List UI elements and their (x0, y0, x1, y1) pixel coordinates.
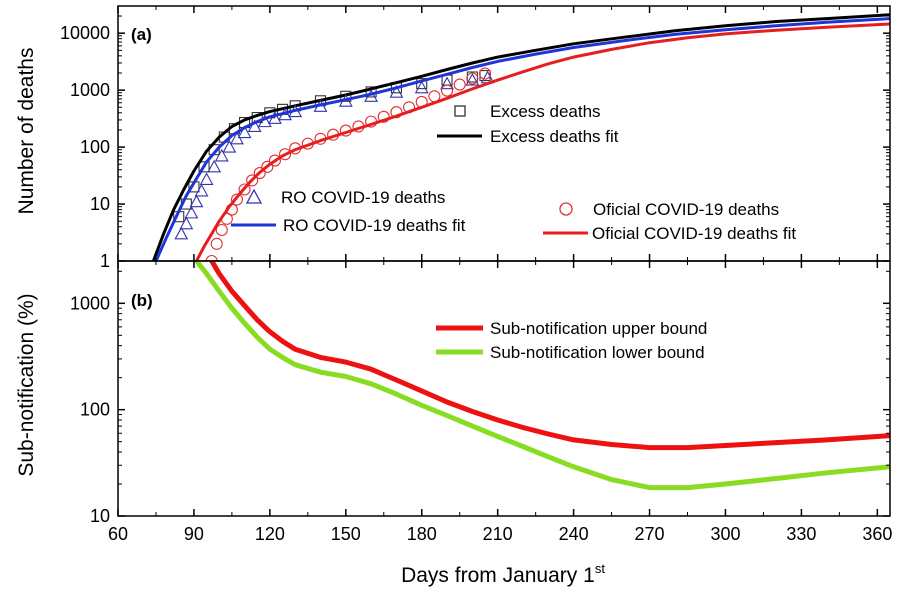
panel-a-series-2-point (199, 172, 214, 186)
panel-b-frame (117, 260, 891, 517)
panel-a-series-2-point (174, 226, 189, 240)
panel-a-series-4-point (261, 160, 274, 173)
panel-b-series-1-line (194, 261, 890, 491)
x-tick-label: 180 (407, 524, 437, 544)
panel-a-series-4-point (390, 106, 403, 119)
panel-b: 10 100 1000 60 90 120 150 180 210 240 270 300 330 360 (70, 260, 892, 544)
panel-b-y-tick-label: 10 (90, 506, 110, 526)
panel-a-series-4-point (478, 67, 492, 80)
panel-a-series-4-point (377, 110, 390, 123)
x-tick-label: 360 (862, 524, 892, 544)
legend-label-lower-bound: Sub-notification lower bound (490, 343, 705, 362)
legend-panel-b: Sub-notification upper bound Sub-notific… (436, 319, 707, 362)
panel-a-series-2-point (189, 194, 204, 208)
panel-a-series-4-point (279, 148, 292, 161)
panel-a-y-tick-label: 1 (100, 251, 110, 271)
x-tick-label: 150 (331, 524, 361, 544)
x-tick-label: 90 (184, 524, 204, 544)
legend-swatch-ro-covid-deaths (245, 188, 263, 204)
panel-a-series-4-point (453, 78, 466, 91)
panel-a-series-4-point (253, 167, 266, 180)
legend-label-excess-deaths: Excess deaths (490, 102, 601, 121)
legend-label-excess-deaths-fit: Excess deaths fit (490, 127, 619, 146)
panel-a-y-tick-label: 10000 (60, 23, 110, 43)
panel-a-y-tick-label: 100 (80, 137, 110, 157)
panel-a-y-tick-label: 10 (90, 194, 110, 214)
x-tick-label: 300 (710, 524, 740, 544)
panel-a-series-3-line (154, 17, 890, 261)
legend-label-oficial-covid-deaths: Oficial COVID-19 deaths (593, 200, 779, 219)
panel-a-series-4-point (210, 237, 223, 250)
panel-a-series-0-point (198, 161, 210, 173)
panel-a-series-4-point (246, 174, 259, 187)
panel-a-series-2-point (247, 119, 262, 133)
x-tick-label: 270 (635, 524, 665, 544)
legend-swatch-oficial-covid-deaths (559, 202, 573, 216)
legend-label-upper-bound: Sub-notification upper bound (490, 319, 707, 338)
panel-a-series-2-point (414, 80, 429, 94)
x-tick-label: 330 (786, 524, 816, 544)
x-axis-title: Days from January 1st (401, 561, 605, 587)
panel-a-series-5-line (195, 22, 890, 261)
panel-a-series-2-point (184, 205, 199, 219)
panel-a-series-2-point (179, 216, 194, 230)
panel-b-tag: (b) (131, 291, 153, 310)
panel-a-series-4-point (230, 193, 244, 206)
panel-a-series-2-point (194, 183, 209, 197)
panel-b-y-tick-label: 100 (80, 400, 110, 420)
panel-a-series-1-line (151, 13, 890, 261)
panel-a-series-2-point (389, 85, 404, 98)
panel-a-tag: (a) (131, 25, 152, 44)
panel-a-series-2-point (465, 72, 480, 86)
panel-b-series-0-line (209, 261, 890, 451)
panel-b-plot-area (194, 261, 890, 491)
x-axis-title-main: Days from January 1 (401, 564, 595, 587)
panel-a-series-4-point (205, 254, 218, 261)
panel-a-series-4-point (238, 183, 251, 196)
panel-a-series-2-point (230, 131, 244, 145)
panel-b-y-axis-title: Sub-notification (%) (15, 293, 38, 476)
legend-panel-a: Excess deaths Excess deaths fit RO COVID… (231, 102, 796, 243)
panel-a-series-2-point (214, 148, 229, 162)
panel-a-y-axis-title: Number of deaths (15, 48, 38, 215)
panel-a-series-4-point (466, 72, 479, 85)
legend-swatch-excess-deaths (454, 105, 466, 117)
x-axis-title-superscript: st (595, 561, 606, 576)
panel-a-series-2-point (440, 76, 454, 90)
panel-a-plot-area (151, 13, 890, 261)
x-tick-label: 60 (108, 524, 128, 544)
legend-label-oficial-covid-deaths-fit: Oficial COVID-19 deaths fit (592, 224, 796, 243)
panel-a-y-tick-label: 1000 (70, 80, 110, 100)
panel-a-series-4-point (440, 84, 454, 97)
x-tick-label: 210 (483, 524, 513, 544)
panel-a-series-2-point (237, 125, 252, 139)
panel-a-series-2-point (207, 159, 222, 173)
legend-label-ro-covid-deaths-fit: RO COVID-19 deaths fit (283, 216, 466, 235)
legend-label-ro-covid-deaths: RO COVID-19 deaths (281, 188, 445, 207)
x-tick-label: 240 (559, 524, 589, 544)
panel-a-series-2-point (222, 139, 237, 153)
panel-a-series-4-point (268, 154, 281, 167)
panel-a-series-4-point (215, 223, 228, 237)
panel-a: 1 10 100 1000 10000 (60, 5, 891, 271)
x-tick-label: 120 (255, 524, 285, 544)
panel-b-y-tick-label: 1000 (70, 293, 110, 313)
